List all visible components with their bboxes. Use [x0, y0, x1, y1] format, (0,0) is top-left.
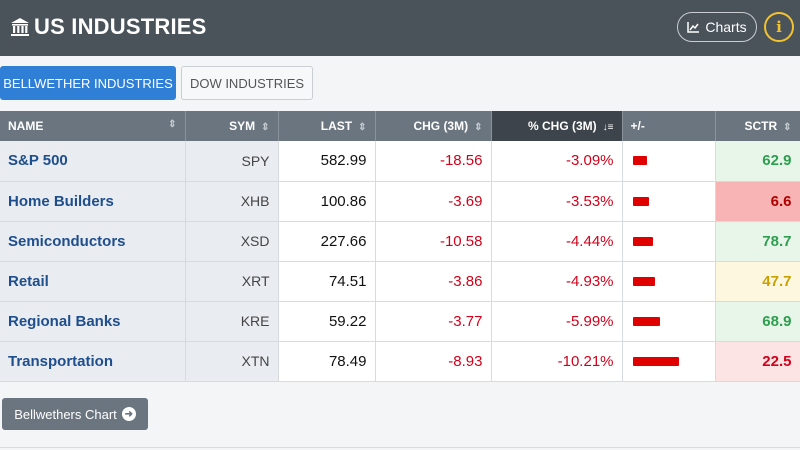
header-bar: US INDUSTRIES Charts i [0, 0, 800, 56]
line-chart-icon [687, 21, 700, 33]
col-header-label: % CHG (3M) [527, 119, 597, 133]
bank-icon [11, 18, 29, 36]
change-cell: -18.56 [375, 141, 492, 182]
info-button[interactable]: i [764, 12, 794, 42]
change-cell: -8.93 [375, 341, 492, 382]
table-row[interactable]: Transportation XTN 78.49 -8.93 -10.21% 2… [0, 341, 800, 382]
sort-icon: ⇕ [358, 122, 367, 133]
col-header-name[interactable]: NAME ⇕ [0, 111, 186, 141]
arrow-right-circle-icon: ➜ [121, 407, 136, 421]
col-header-pct-chg[interactable]: % CHG (3M) ↓≡ [491, 111, 623, 141]
col-header-label: SCTR [744, 119, 778, 133]
tab-dow-industries[interactable]: DOW INDUSTRIES [181, 66, 313, 100]
last-price-cell: 78.49 [278, 341, 376, 382]
industry-name-link[interactable]: Home Builders [0, 181, 186, 222]
divider [0, 447, 800, 448]
bellwethers-chart-label: Bellwethers Chart [14, 406, 117, 422]
col-header-label: SYM [229, 119, 256, 133]
col-header-label: +/- [630, 119, 645, 133]
last-price-cell: 59.22 [278, 301, 376, 342]
industry-name-link[interactable]: Regional Banks [0, 301, 186, 342]
charts-button[interactable]: Charts [677, 12, 757, 42]
symbol-cell: XRT [185, 261, 279, 302]
change-bar-cell [622, 341, 716, 382]
col-header-sym[interactable]: SYM ⇕ [185, 111, 279, 141]
table-row[interactable]: Retail XRT 74.51 -3.86 -4.93% 47.7 [0, 261, 800, 302]
last-price-cell: 227.66 [278, 221, 376, 262]
pct-change-cell: -10.21% [491, 341, 623, 382]
sort-icon: ⇕ [261, 122, 270, 133]
sort-descending-icon: ↓≡ [602, 122, 614, 133]
symbol-cell: XSD [185, 221, 279, 262]
sort-icon: ⇕ [168, 119, 177, 130]
col-header-last[interactable]: LAST ⇕ [278, 111, 376, 141]
content-area: BELLWETHER INDUSTRIES DOW INDUSTRIES NAM… [0, 56, 800, 450]
sctr-cell: 62.9 [715, 141, 800, 182]
industry-name-link[interactable]: Transportation [0, 341, 186, 382]
change-bar-cell [622, 221, 716, 262]
change-bar [632, 236, 653, 246]
tab-bellwether-industries[interactable]: BELLWETHER INDUSTRIES [0, 66, 176, 100]
pct-change-cell: -5.99% [491, 301, 623, 342]
pct-change-cell: -3.53% [491, 181, 623, 222]
col-header-label: LAST [320, 119, 353, 133]
change-bar [632, 196, 649, 206]
page-title: US INDUSTRIES [34, 14, 207, 39]
last-price-cell: 582.99 [278, 141, 376, 182]
industries-table: NAME ⇕ SYM ⇕ LAST ⇕ CHG (3M) ⇕ % CHG (3M) ↓≡ … [0, 111, 800, 382]
symbol-cell: XTN [185, 341, 279, 382]
col-header-label: NAME [8, 119, 44, 133]
sctr-cell: 47.7 [715, 261, 800, 302]
pct-change-cell: -4.44% [491, 221, 623, 262]
change-bar-cell [622, 261, 716, 302]
change-bar-cell [622, 181, 716, 222]
sctr-cell: 68.9 [715, 301, 800, 342]
sort-icon: ⇕ [474, 122, 483, 133]
col-header-sctr[interactable]: SCTR ⇕ [715, 111, 800, 141]
col-header-label: CHG (3M) [413, 119, 469, 133]
pct-change-cell: -4.93% [491, 261, 623, 302]
symbol-cell: XHB [185, 181, 279, 222]
col-header-chg[interactable]: CHG (3M) ⇕ [375, 111, 492, 141]
industry-name-link[interactable]: Retail [0, 261, 186, 302]
change-bar [632, 276, 655, 286]
change-cell: -3.86 [375, 261, 492, 302]
symbol-cell: KRE [185, 301, 279, 342]
symbol-cell: SPY [185, 141, 279, 182]
last-price-cell: 100.86 [278, 181, 376, 222]
change-bar [632, 156, 647, 166]
change-bar-cell [622, 141, 716, 182]
sctr-cell: 22.5 [715, 341, 800, 382]
industry-name-link[interactable]: Semiconductors [0, 221, 186, 262]
sort-icon: ⇕ [783, 122, 792, 133]
info-icon: i [776, 18, 782, 36]
table-row[interactable]: Home Builders XHB 100.86 -3.69 -3.53% 6.… [0, 181, 800, 222]
table-row[interactable]: S&P 500 SPY 582.99 -18.56 -3.09% 62.9 [0, 141, 800, 182]
col-header-plus-minus[interactable]: +/- [622, 111, 716, 141]
change-cell: -3.77 [375, 301, 492, 342]
change-bar-cell [622, 301, 716, 342]
table-row[interactable]: Regional Banks KRE 59.22 -3.77 -5.99% 68… [0, 301, 800, 342]
table-row[interactable]: Semiconductors XSD 227.66 -10.58 -4.44% … [0, 221, 800, 262]
change-cell: -3.69 [375, 181, 492, 222]
change-bar [632, 316, 660, 326]
table-header-row: NAME ⇕ SYM ⇕ LAST ⇕ CHG (3M) ⇕ % CHG (3M) ↓≡ … [0, 111, 800, 141]
change-cell: -10.58 [375, 221, 492, 262]
change-bar [632, 356, 679, 366]
charts-button-label: Charts [705, 19, 747, 35]
pct-change-cell: -3.09% [491, 141, 623, 182]
industry-name-link[interactable]: S&P 500 [0, 141, 186, 182]
last-price-cell: 74.51 [278, 261, 376, 302]
bellwethers-chart-button[interactable]: Bellwethers Chart ➜ [2, 398, 148, 430]
sctr-cell: 6.6 [715, 181, 800, 222]
sctr-cell: 78.7 [715, 221, 800, 262]
